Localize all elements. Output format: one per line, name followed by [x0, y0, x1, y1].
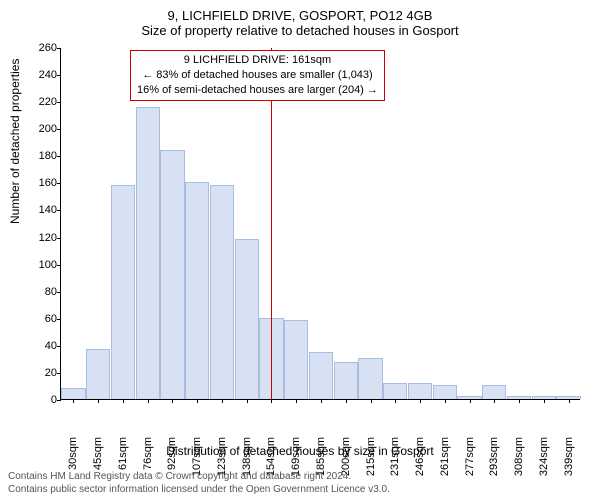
- annotation-box: 9 LICHFIELD DRIVE: 161sqm ← 83% of detac…: [130, 50, 385, 101]
- y-tick-label: 140: [23, 204, 57, 216]
- y-tick-mark: [57, 156, 61, 157]
- y-tick-label: 60: [23, 313, 57, 325]
- x-tick-mark: [172, 399, 173, 403]
- histogram-bar: [383, 383, 407, 399]
- y-tick-mark: [57, 292, 61, 293]
- x-tick-mark: [395, 399, 396, 403]
- histogram-bar: [334, 362, 358, 399]
- x-tick-mark: [98, 399, 99, 403]
- x-tick-mark: [296, 399, 297, 403]
- y-tick-label: 200: [23, 123, 57, 135]
- y-tick-label: 120: [23, 232, 57, 244]
- y-tick-mark: [57, 400, 61, 401]
- histogram-bar: [160, 150, 184, 399]
- x-tick-mark: [371, 399, 372, 403]
- x-tick-mark: [470, 399, 471, 403]
- histogram-bar: [86, 349, 110, 399]
- y-tick-label: 0: [23, 394, 57, 406]
- histogram-bar: [482, 385, 506, 399]
- x-tick-mark: [346, 399, 347, 403]
- x-tick-mark: [420, 399, 421, 403]
- y-axis-label: Number of detached properties: [8, 59, 22, 224]
- y-tick-mark: [57, 102, 61, 103]
- x-tick-mark: [271, 399, 272, 403]
- histogram-bar: [284, 320, 308, 399]
- y-tick-label: 80: [23, 286, 57, 298]
- y-tick-mark: [57, 319, 61, 320]
- y-tick-mark: [57, 183, 61, 184]
- x-tick-mark: [148, 399, 149, 403]
- y-tick-label: 40: [23, 340, 57, 352]
- histogram-bar: [358, 358, 382, 399]
- y-tick-label: 100: [23, 259, 57, 271]
- annotation-line2: ← 83% of detached houses are smaller (1,…: [137, 68, 378, 83]
- chart-area: 02040608010012014016018020022024026030sq…: [60, 48, 580, 400]
- x-tick-mark: [445, 399, 446, 403]
- y-tick-mark: [57, 48, 61, 49]
- x-tick-mark: [544, 399, 545, 403]
- histogram-bar: [235, 239, 259, 399]
- x-axis-label: Distribution of detached houses by size …: [0, 444, 600, 458]
- annotation-line3: 16% of semi-detached houses are larger (…: [137, 83, 378, 98]
- x-tick-mark: [494, 399, 495, 403]
- y-tick-mark: [57, 75, 61, 76]
- x-tick-mark: [321, 399, 322, 403]
- histogram-bar: [185, 182, 209, 399]
- chart-subtitle: Size of property relative to detached ho…: [0, 23, 600, 42]
- reference-line: [271, 48, 272, 399]
- footer-line1: Contains HM Land Registry data © Crown c…: [8, 470, 390, 483]
- y-tick-label: 180: [23, 150, 57, 162]
- histogram-bar: [433, 385, 457, 399]
- x-tick-mark: [73, 399, 74, 403]
- histogram-bar: [408, 383, 432, 399]
- y-tick-label: 260: [23, 42, 57, 54]
- y-tick-mark: [57, 210, 61, 211]
- y-tick-label: 160: [23, 177, 57, 189]
- annotation-line1: 9 LICHFIELD DRIVE: 161sqm: [137, 53, 378, 68]
- footer-line2: Contains public sector information licen…: [8, 483, 390, 496]
- y-tick-label: 240: [23, 69, 57, 81]
- x-tick-mark: [197, 399, 198, 403]
- x-tick-mark: [222, 399, 223, 403]
- plot-region: 02040608010012014016018020022024026030sq…: [60, 48, 580, 400]
- histogram-bar: [136, 107, 160, 399]
- histogram-bar: [61, 388, 85, 399]
- x-tick-mark: [123, 399, 124, 403]
- histogram-bar: [309, 352, 333, 399]
- x-tick-mark: [569, 399, 570, 403]
- x-tick-mark: [247, 399, 248, 403]
- y-tick-mark: [57, 238, 61, 239]
- histogram-bar: [210, 185, 234, 399]
- chart-title: 9, LICHFIELD DRIVE, GOSPORT, PO12 4GB: [0, 0, 600, 23]
- y-tick-mark: [57, 373, 61, 374]
- footer-attribution: Contains HM Land Registry data © Crown c…: [8, 470, 390, 496]
- y-tick-label: 220: [23, 96, 57, 108]
- y-tick-mark: [57, 129, 61, 130]
- y-tick-label: 20: [23, 367, 57, 379]
- histogram-bar: [111, 185, 135, 399]
- y-tick-mark: [57, 265, 61, 266]
- x-tick-mark: [519, 399, 520, 403]
- y-tick-mark: [57, 346, 61, 347]
